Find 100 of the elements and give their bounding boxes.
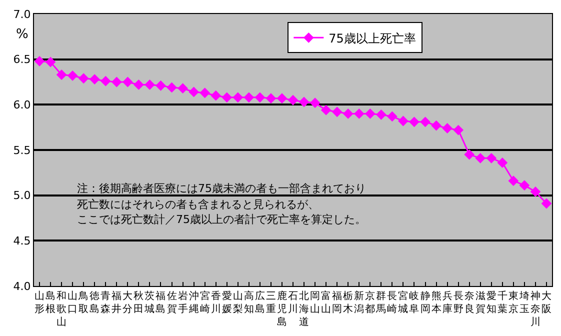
x-tick-label: 徳島 xyxy=(90,291,100,315)
point xyxy=(508,176,519,186)
point xyxy=(200,88,210,98)
point xyxy=(453,124,464,136)
x-tick-label: 長野 xyxy=(453,291,464,315)
x-tick-label: 愛知 xyxy=(486,290,496,315)
point xyxy=(541,198,552,209)
x-tick-label: 青森 xyxy=(100,290,111,315)
point xyxy=(310,98,320,108)
point xyxy=(431,120,442,131)
x-tick-label: 大分 xyxy=(122,290,133,315)
point xyxy=(244,92,254,103)
point xyxy=(166,82,177,93)
x-tick-label: 栃木 xyxy=(343,290,354,315)
point xyxy=(56,70,67,80)
y-tick-label: 7.0 xyxy=(13,8,31,21)
x-tick-label: 石川 xyxy=(288,291,298,315)
point xyxy=(409,116,420,128)
x-tick-label: 新潟 xyxy=(354,290,364,315)
y-tick-label: 5.5 xyxy=(13,144,31,157)
x-tick-label: 山梨 xyxy=(232,290,243,315)
y-tick-label: 6.5 xyxy=(13,53,31,66)
x-tick-label: 高知 xyxy=(244,290,254,315)
x-tick-label: 静岡 xyxy=(420,290,430,315)
point xyxy=(420,116,430,128)
point xyxy=(386,111,398,122)
point xyxy=(376,109,386,120)
point xyxy=(354,108,364,119)
x-tick-label: 群馬 xyxy=(375,290,386,315)
x-tick-label: 奈良 xyxy=(464,291,474,315)
x-tick-label: 福井 xyxy=(112,290,122,315)
point xyxy=(398,116,408,126)
x-tick-label: 茨城 xyxy=(144,290,155,315)
point xyxy=(342,108,354,119)
x-tick-label: 千葉 xyxy=(497,290,508,315)
x-tick-label: 沖縄 xyxy=(188,290,199,315)
point xyxy=(45,56,56,68)
point xyxy=(232,92,244,103)
y-tick-label: 4.5 xyxy=(13,234,31,248)
y-axis-title: % xyxy=(16,27,28,42)
x-tick-label: 香川 xyxy=(210,290,221,315)
x-tick-label: 宮崎 xyxy=(200,290,210,315)
point xyxy=(100,76,111,86)
x-tick-label: 岩手 xyxy=(178,290,188,315)
x-tick-label: 東京 xyxy=(508,290,518,315)
x-tick-label: 富山 xyxy=(321,290,332,315)
x-tick-label: 岐阜 xyxy=(409,290,420,315)
point xyxy=(122,76,133,88)
x-tick-label: 山形 xyxy=(34,290,45,315)
x-tick-label: 秋田 xyxy=(134,290,144,315)
x-tick-label: 山口 xyxy=(68,290,78,315)
point xyxy=(332,106,342,118)
x-tick-label: 京都 xyxy=(365,290,376,315)
point xyxy=(178,83,188,94)
x-tick-label: 鹿児島 xyxy=(276,290,287,328)
point xyxy=(276,93,288,104)
point xyxy=(266,93,276,104)
point xyxy=(486,152,497,164)
x-tick-label: 大阪 xyxy=(541,290,552,315)
x-tick-label: 島根 xyxy=(46,290,56,315)
x-tick-label: 北海道 xyxy=(299,290,310,328)
point xyxy=(78,73,89,84)
legend-label: 75歳以上死亡率 xyxy=(328,31,416,46)
x-tick-label: 熊本 xyxy=(431,290,442,315)
point xyxy=(188,86,200,98)
point xyxy=(288,94,298,106)
x-tick-label: 福島 xyxy=(156,290,166,315)
annotation: 死亡数にはそれらの者も含まれると見られるが、 xyxy=(77,198,319,211)
point xyxy=(144,80,155,90)
x-tick-label: 宮城 xyxy=(397,290,408,315)
point xyxy=(464,149,475,160)
x-tick-label: 神奈川 xyxy=(530,290,540,328)
point xyxy=(67,70,78,81)
point xyxy=(222,92,232,103)
annotation: ここでは死亡数計／75歳以上の者計で死亡率を算定した。 xyxy=(77,213,366,226)
point xyxy=(34,56,45,66)
x-tick-label: 岡山 xyxy=(310,291,320,315)
point xyxy=(475,152,486,164)
annotation: 注：後期高齢者医療には75歳未満の者も一部含まれており xyxy=(77,182,366,195)
x-tick-label: 福岡 xyxy=(332,290,342,315)
point xyxy=(134,80,144,90)
x-tick-label: 佐賀 xyxy=(166,291,177,315)
point xyxy=(156,80,166,91)
y-tick-label: 4.0 xyxy=(13,280,31,293)
point xyxy=(89,74,100,84)
point xyxy=(364,108,376,119)
point xyxy=(530,186,541,197)
x-tick-label: 三重 xyxy=(266,291,276,315)
x-tick-label: 愛媛 xyxy=(222,290,232,315)
x-tick-label: 埼玉 xyxy=(518,290,530,315)
point xyxy=(210,90,222,101)
x-tick-label: 滋賀 xyxy=(475,290,486,315)
point xyxy=(111,76,122,88)
point xyxy=(298,96,310,108)
y-tick-label: 6.0 xyxy=(13,98,31,112)
x-tick-label: 兵庫 xyxy=(442,290,452,315)
x-tick-label: 和歌山 xyxy=(56,290,67,328)
x-tick-label: 広島 xyxy=(254,290,265,315)
x-tick-label: 鳥取 xyxy=(78,290,89,315)
point xyxy=(497,157,508,168)
